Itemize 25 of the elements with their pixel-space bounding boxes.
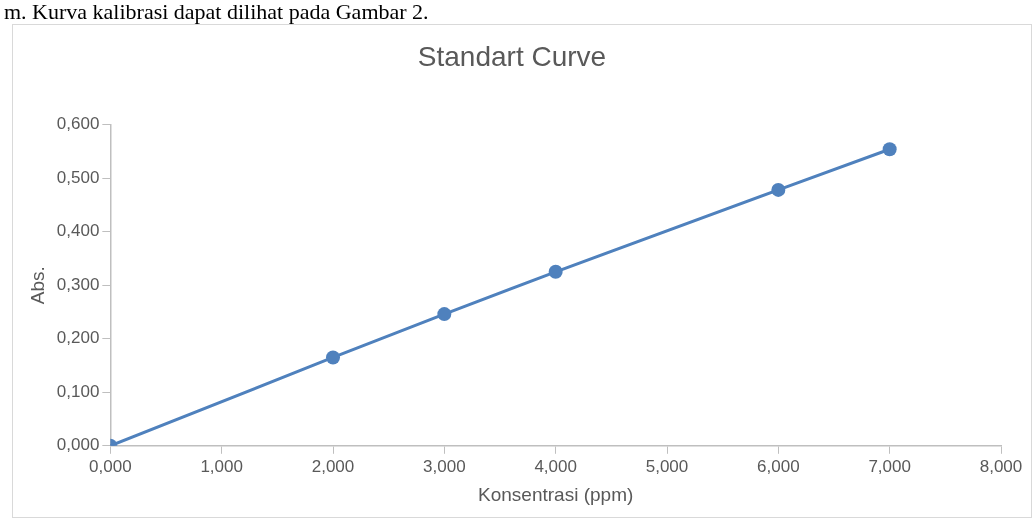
- y-tick-label: 0,600: [56, 114, 100, 134]
- point: [437, 307, 452, 322]
- chart-title: Standart Curve: [417, 40, 607, 72]
- x-tick-label: 0,000: [89, 456, 132, 476]
- y-tick-label: 0,200: [56, 328, 100, 348]
- point: [771, 182, 786, 197]
- y-tick-label: 0,300: [56, 274, 100, 294]
- x-tick-label: 8,000: [979, 456, 1023, 476]
- y-tick-label: 0,400: [56, 221, 100, 241]
- x-tick-label: 2,000: [311, 456, 355, 476]
- y-tick-label: 0,100: [56, 381, 100, 401]
- point: [548, 264, 563, 279]
- y-axis-title: Abs.: [26, 266, 48, 305]
- x-tick-label: 6,000: [757, 456, 800, 476]
- x-axis-title: Konsentrasi (ppm): [478, 483, 634, 505]
- point: [882, 142, 897, 157]
- x-tick-label: 3,000: [423, 456, 466, 476]
- text: m. Kurva kalibrasi dapat dilihat pada Gambar 2.: [3, 0, 430, 24]
- y-tick-label: 0,000: [56, 435, 100, 455]
- x-tick-label: 5,000: [645, 456, 689, 476]
- x-tick-label: 7,000: [868, 456, 911, 476]
- point: [326, 350, 341, 365]
- x-tick-label: 4,000: [534, 456, 577, 476]
- y-tick-label: 0,500: [56, 167, 100, 187]
- x-tick-label: 1,000: [200, 456, 243, 476]
